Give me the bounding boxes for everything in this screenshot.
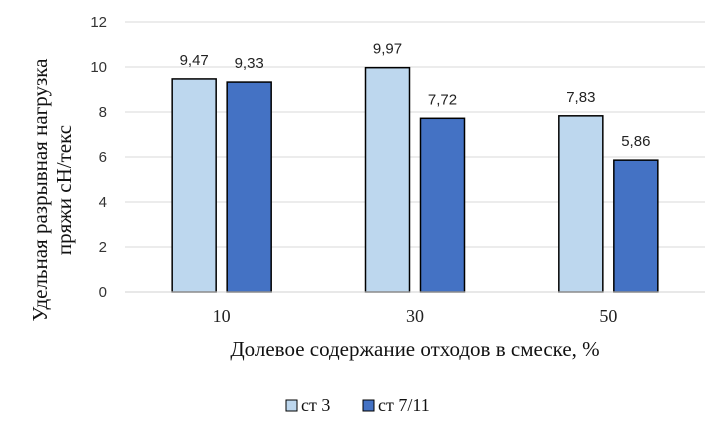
- data-label-s1-c2: 5,86: [621, 133, 650, 150]
- bar-s1-c2: [613, 159, 659, 293]
- bars: [171, 66, 659, 293]
- data-label-s0-c0: 9,47: [180, 52, 209, 69]
- legend-swatch-st711: [362, 399, 375, 412]
- x-axis-categories: 10 30 50: [213, 306, 618, 326]
- bar-s0-c0: [171, 78, 217, 293]
- y-tick-label-10: 10: [90, 59, 107, 76]
- x-category-label-30: 30: [406, 306, 424, 326]
- y-axis-title-line-2: пряжи сН/текс: [52, 125, 76, 255]
- data-label-s1-c1: 7,72: [428, 91, 457, 108]
- y-axis-title: Удельная разрывная нагрузка пряжи сН/тек…: [28, 58, 76, 322]
- bar-s0-c2: [558, 115, 604, 293]
- y-tick-label-8: 8: [99, 104, 107, 121]
- y-tick-label-12: 12: [90, 14, 107, 31]
- data-labels: 9,47 9,33 9,97 7,72 7,83 5,86: [180, 41, 651, 150]
- y-tick-label-0: 0: [99, 284, 107, 301]
- bar-s0-c1: [364, 66, 411, 293]
- data-label-s1-c0: 9,33: [235, 55, 264, 72]
- x-category-label-50: 50: [599, 306, 617, 326]
- data-label-s0-c1: 9,97: [373, 41, 402, 58]
- x-category-label-10: 10: [213, 306, 231, 326]
- legend-label-st711: ст 7/11: [378, 395, 430, 415]
- x-axis-title: Долевое содержание отходов в смеске, %: [230, 337, 599, 361]
- legend: ст 3 ст 7/11: [285, 395, 430, 415]
- y-tick-label-4: 4: [99, 194, 107, 211]
- y-axis-ticks: 0 2 4 6 8 10 12: [90, 14, 107, 301]
- y-tick-label-6: 6: [99, 149, 107, 166]
- bar-s1-c1: [419, 117, 466, 293]
- gridlines: [125, 21, 705, 248]
- data-label-s0-c2: 7,83: [566, 89, 595, 106]
- legend-swatch-st3: [285, 399, 298, 412]
- y-tick-label-2: 2: [99, 239, 107, 256]
- legend-label-st3: ст 3: [301, 395, 330, 415]
- bar-s1-c0: [226, 81, 272, 293]
- y-axis-title-line-1: Удельная разрывная нагрузка: [28, 58, 52, 322]
